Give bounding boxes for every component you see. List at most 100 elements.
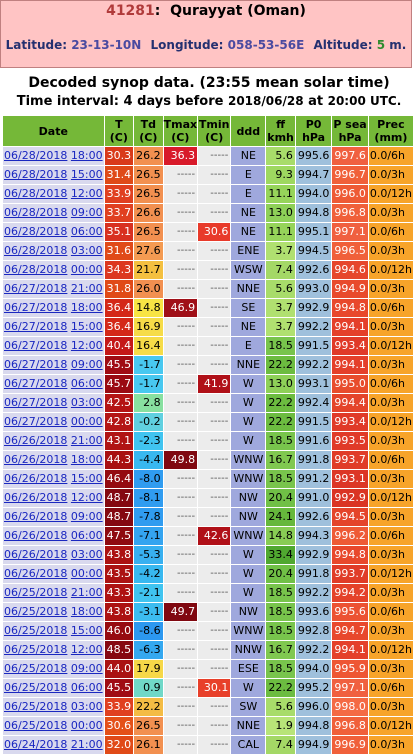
table-row: 06/27/2018 09:00 45.5 -1.7 ----- ----- NNE 22.…	[3, 356, 413, 374]
time-link[interactable]: 21:00	[70, 586, 103, 599]
date-link[interactable]: 06/25/2018	[4, 624, 68, 637]
date-link[interactable]: 06/28/2018	[4, 168, 68, 181]
time-link[interactable]: 00:00	[70, 567, 103, 580]
date-link[interactable]: 06/26/2018	[4, 548, 68, 561]
date-cell: 06/25/2018 18:00	[3, 603, 104, 621]
time-link[interactable]: 06:00	[70, 529, 103, 542]
time-link[interactable]: 18:00	[70, 301, 103, 314]
table-row: 06/26/2018 21:00 43.1 -2.3 ----- ----- W 18.5 9…	[3, 432, 413, 450]
time-link[interactable]: 03:00	[70, 548, 103, 561]
time-link[interactable]: 15:00	[70, 624, 103, 637]
tmin-cell: 42.6	[198, 527, 231, 545]
date-link[interactable]: 06/25/2018	[4, 719, 68, 732]
date-link[interactable]: 06/26/2018	[4, 510, 68, 523]
date-link[interactable]: 06/27/2018	[4, 339, 68, 352]
date-link[interactable]: 06/26/2018	[4, 567, 68, 580]
p0-cell: 994.7	[295, 166, 332, 184]
time-link[interactable]: 12:00	[70, 491, 103, 504]
date-link[interactable]: 06/25/2018	[4, 605, 68, 618]
time-link[interactable]: 09:00	[70, 662, 103, 675]
time-link[interactable]: 03:00	[70, 244, 103, 257]
date-cell: 06/27/2018 18:00	[3, 299, 104, 317]
date-link[interactable]: 06/27/2018	[4, 320, 68, 333]
date-link[interactable]: 06/26/2018	[4, 472, 68, 485]
date-link[interactable]: 06/28/2018	[4, 187, 68, 200]
date-link[interactable]: 06/25/2018	[4, 662, 68, 675]
time-link[interactable]: 09:00	[70, 206, 103, 219]
tmin-cell: -----	[198, 622, 231, 640]
date-link[interactable]: 06/25/2018	[4, 681, 68, 694]
date-link[interactable]: 06/28/2018	[4, 263, 68, 276]
ff-cell: 7.4	[266, 261, 295, 279]
time-link[interactable]: 09:00	[70, 510, 103, 523]
time-link[interactable]: 21:00	[70, 434, 103, 447]
table-row: 06/27/2018 12:00 40.4 16.4 ----- ----- E 18.5 9…	[3, 337, 413, 355]
time-link[interactable]: 06:00	[70, 225, 103, 238]
date-link[interactable]: 06/25/2018	[4, 586, 68, 599]
p0-cell: 994.8	[295, 204, 332, 222]
prec-cell: 0.0/3h	[368, 584, 413, 602]
t-cell: 34.3	[104, 261, 134, 279]
p0-cell: 991.0	[295, 489, 332, 507]
time-link[interactable]: 21:00	[70, 282, 103, 295]
date-link[interactable]: 06/26/2018	[4, 453, 68, 466]
date-link[interactable]: 06/28/2018	[4, 225, 68, 238]
t-cell: 31.8	[104, 280, 134, 298]
date-link[interactable]: 06/28/2018	[4, 149, 68, 162]
ddd-cell: E	[231, 166, 266, 184]
date-link[interactable]: 06/27/2018	[4, 358, 68, 371]
table-row: 06/25/2018 06:00 45.5 0.9 ----- 30.1 W 22.2 995…	[3, 679, 413, 697]
p0-cell: 994.0	[295, 660, 332, 678]
tmax-cell: -----	[163, 318, 198, 336]
time-link[interactable]: 06:00	[70, 377, 103, 390]
date-link[interactable]: 06/25/2018	[4, 643, 68, 656]
ddd-cell: NW	[231, 489, 266, 507]
time-link[interactable]: 15:00	[70, 472, 103, 485]
ddd-cell: NNE	[231, 717, 266, 735]
time-link[interactable]: 12:00	[70, 187, 103, 200]
date-link[interactable]: 06/28/2018	[4, 244, 68, 257]
time-link[interactable]: 18:00	[70, 453, 103, 466]
date-link[interactable]: 06/28/2018	[4, 206, 68, 219]
t-cell: 48.7	[104, 508, 134, 526]
time-link[interactable]: 12:00	[70, 643, 103, 656]
time-link[interactable]: 18:00	[70, 605, 103, 618]
date-link[interactable]: 06/27/2018	[4, 301, 68, 314]
time-link[interactable]: 15:00	[70, 320, 103, 333]
time-link[interactable]: 06:00	[70, 681, 103, 694]
date-link[interactable]: 06/25/2018	[4, 700, 68, 713]
ff-cell: 3.7	[266, 242, 295, 260]
date-link[interactable]: 06/27/2018	[4, 282, 68, 295]
tmin-cell: -----	[198, 660, 231, 678]
date-link[interactable]: 06/27/2018	[4, 415, 68, 428]
ddd-cell: NE	[231, 318, 266, 336]
p0-cell: 992.2	[295, 584, 332, 602]
t-cell: 30.6	[104, 717, 134, 735]
interval-prefix: Time interval:	[16, 94, 119, 109]
time-link[interactable]: 03:00	[70, 700, 103, 713]
ff-cell: 18.5	[266, 337, 295, 355]
date-link[interactable]: 06/27/2018	[4, 396, 68, 409]
psea-cell: 994.4	[332, 394, 368, 412]
time-link[interactable]: 12:00	[70, 339, 103, 352]
t-cell: 36.4	[104, 318, 134, 336]
col-ddd: ddd	[231, 116, 266, 146]
date-link[interactable]: 06/26/2018	[4, 434, 68, 447]
td-cell: 26.0	[134, 280, 163, 298]
time-link[interactable]: 03:00	[70, 396, 103, 409]
time-link[interactable]: 09:00	[70, 358, 103, 371]
time-link[interactable]: 00:00	[70, 263, 103, 276]
tmax-cell: -----	[163, 470, 198, 488]
date-link[interactable]: 06/27/2018	[4, 377, 68, 390]
altitude-value: 5	[376, 38, 386, 52]
tmax-cell: -----	[163, 698, 198, 716]
time-link[interactable]: 15:00	[70, 168, 103, 181]
td-cell: -1.7	[134, 375, 163, 393]
col-date: Date	[3, 116, 104, 146]
date-link[interactable]: 06/26/2018	[4, 529, 68, 542]
date-link[interactable]: 06/26/2018	[4, 491, 68, 504]
time-link[interactable]: 18:00	[70, 149, 103, 162]
p0-cell: 991.6	[295, 432, 332, 450]
time-link[interactable]: 00:00	[70, 415, 103, 428]
time-link[interactable]: 00:00	[70, 719, 103, 732]
